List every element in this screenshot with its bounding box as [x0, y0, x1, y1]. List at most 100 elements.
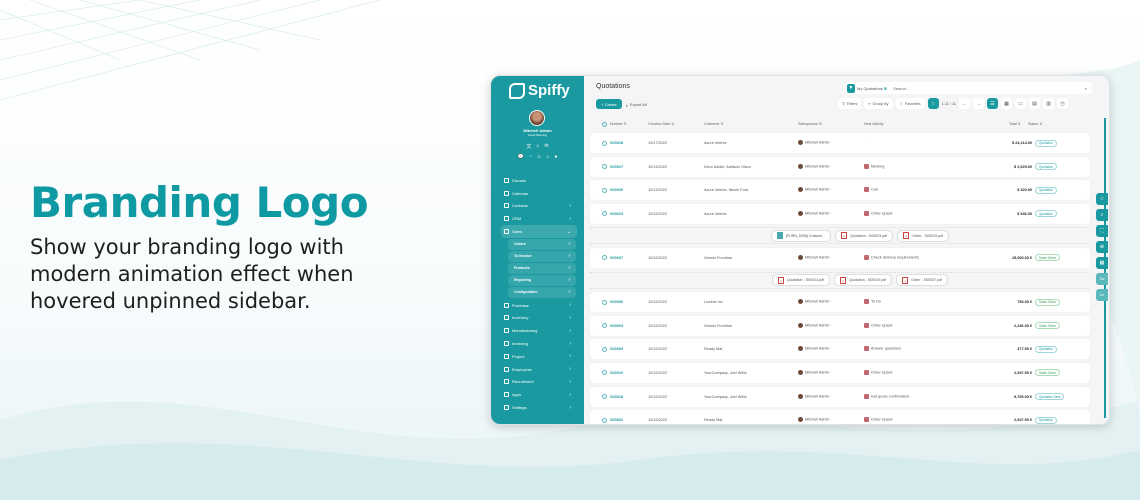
- attachment[interactable]: ⅄ Order - S00015.pdf: [897, 229, 950, 242]
- table-row[interactable]: S00018 10/12/2022 YourCompany, Joel Will…: [590, 386, 1090, 407]
- sidebar-item-purchase[interactable]: Purchase ›: [501, 299, 577, 312]
- sidebar-sub-to-invoice[interactable]: To invoice ›: [508, 250, 576, 262]
- sidebar-item-sales[interactable]: Sales ⌄: [501, 225, 577, 238]
- refresh-icon[interactable]: ○: [927, 98, 939, 109]
- column-total[interactable]: Total ⇅: [1009, 122, 1021, 126]
- translate-icon[interactable]: 文: [526, 144, 532, 150]
- attachment[interactable]: ⅄ Quotation - S00010.pdf: [834, 274, 893, 287]
- row-checkbox[interactable]: [602, 417, 607, 423]
- sidebar-item-contacts[interactable]: Contacts ›: [501, 200, 577, 213]
- star-icon[interactable]: ☆: [1096, 193, 1108, 205]
- fullscreen-icon[interactable]: ⛶: [1096, 225, 1108, 237]
- sidebar-item-recruitment[interactable]: Recruitment ›: [501, 376, 577, 389]
- facet-remove-icon[interactable]: ✖: [883, 85, 888, 91]
- facet-my-quotations[interactable]: My Quotations: [857, 85, 883, 91]
- select-all-checkbox[interactable]: [602, 122, 607, 127]
- order-number[interactable]: S00019: [610, 370, 624, 375]
- order-number[interactable]: S00004: [610, 323, 624, 328]
- table-row[interactable]: S00026 10/13/2022 Azure Interior, Nicole…: [590, 180, 1090, 201]
- activity-view-icon[interactable]: ◷: [1057, 98, 1068, 109]
- sidebar-item-inventory[interactable]: Inventory ›: [501, 312, 577, 325]
- sidebar-item-invoicing[interactable]: Invoicing ›: [501, 337, 577, 350]
- sidebar-item-crm[interactable]: CRM ›: [501, 212, 577, 225]
- table-row[interactable]: S00002 10/12/2022 Ready Mat Mitchell Adm…: [590, 410, 1090, 424]
- sidebar-item-settings[interactable]: Settings ›: [501, 401, 577, 414]
- order-number[interactable]: S00023: [610, 211, 624, 216]
- activity-icon[interactable]: ◔: [528, 154, 532, 160]
- search-input[interactable]: Search...: [893, 85, 910, 91]
- table-row[interactable]: S00028 10/17/2022 Azure Interior Mitchel…: [590, 133, 1090, 153]
- row-checkbox[interactable]: [602, 346, 607, 352]
- row-checkbox[interactable]: [602, 164, 607, 170]
- kanban-view-icon[interactable]: ▦: [1001, 98, 1012, 109]
- order-number[interactable]: S00028: [610, 141, 624, 145]
- attachment[interactable]: ⅄ Quotation - S00023.pdf: [835, 229, 894, 242]
- attachment[interactable]: ⅄ Order - S00007.pdf: [896, 274, 949, 287]
- order-number[interactable]: S00002: [610, 418, 624, 423]
- search-icon[interactable]: ⌕: [1096, 209, 1108, 221]
- row-checkbox[interactable]: [602, 187, 607, 193]
- order-number[interactable]: S00018: [610, 394, 624, 399]
- create-button[interactable]: + Create: [596, 99, 622, 109]
- bulb-icon[interactable]: ●: [554, 154, 558, 160]
- next-activity[interactable]: Meeting: [864, 163, 885, 169]
- table-row[interactable]: S00007 10/12/2022 Gemini Furniture Mitch…: [590, 247, 1090, 268]
- gift-icon[interactable]: ♨: [536, 154, 542, 160]
- sidebar-sub-reporting[interactable]: Reporting ›: [508, 274, 576, 286]
- next-activity[interactable]: Order Upsell: [864, 417, 892, 423]
- next-activity[interactable]: Call: [864, 187, 878, 193]
- filters-button[interactable]: ▽ Filters: [838, 98, 862, 109]
- export-all-button[interactable]: ⤓ Export All: [626, 99, 647, 109]
- zoom-icon[interactable]: ⊕: [1096, 241, 1108, 253]
- mail-icon[interactable]: ✉: [544, 143, 549, 149]
- order-number[interactable]: S00027: [610, 164, 624, 169]
- sidebar-sub-products[interactable]: Products ›: [508, 262, 576, 274]
- sidebar-item-employees[interactable]: Employees ›: [501, 363, 577, 376]
- next-activity[interactable]: To Do: [864, 299, 881, 305]
- column-next-activity[interactable]: Next Activity: [864, 122, 884, 126]
- calendar-view-icon[interactable]: ▭: [1015, 98, 1026, 109]
- next-activity[interactable]: Get quote confirmation: [864, 393, 909, 399]
- table-row[interactable]: S00006 10/12/2022 Lumber Inc Mitchell Ad…: [590, 292, 1090, 313]
- pager-value[interactable]: 1-11 / 11: [941, 101, 956, 106]
- row-checkbox[interactable]: [602, 140, 607, 146]
- next-page-icon[interactable]: →: [973, 98, 984, 109]
- search-icon[interactable]: ⌕: [1084, 85, 1087, 91]
- graph-view-icon[interactable]: ▥: [1043, 98, 1054, 109]
- row-checkbox[interactable]: [602, 323, 607, 329]
- column-number[interactable]: Number ⇅: [610, 122, 627, 126]
- next-activity[interactable]: Order Upsell: [864, 210, 892, 216]
- sidebar-item-discuss[interactable]: Discuss: [501, 174, 577, 187]
- brand-logo[interactable]: Spiffy: [509, 82, 570, 99]
- sidebar-item-project[interactable]: Project ›: [501, 350, 577, 363]
- side-button-sw[interactable]: Sw: [1096, 273, 1108, 285]
- attachment[interactable]: [FURN_0096] Customi...: [770, 229, 832, 242]
- table-row[interactable]: S00003 10/12/2022 Ready Mat Mitchell Adm…: [590, 339, 1090, 360]
- sidebar-item-apps[interactable]: Apps ›: [501, 388, 577, 401]
- prev-page-icon[interactable]: ←: [959, 98, 970, 109]
- lock-icon[interactable]: ⌂: [536, 143, 540, 149]
- table-row[interactable]: S00027 10/13/2022 Deco Addict, Addison O…: [590, 156, 1090, 177]
- favorites-button[interactable]: ☆ Favorites: [895, 98, 925, 109]
- row-checkbox[interactable]: [602, 211, 607, 217]
- group-by-button[interactable]: ≡ Group By: [864, 98, 893, 109]
- sidebar-sub-configuration[interactable]: Configuration ›: [508, 286, 576, 298]
- next-activity[interactable]: Order Upsell: [864, 322, 892, 328]
- next-activity[interactable]: Order Upsell: [864, 369, 892, 375]
- column-status[interactable]: Status ⇅: [1028, 122, 1043, 126]
- next-activity[interactable]: Answer questions: [864, 346, 901, 352]
- order-number[interactable]: S00006: [610, 300, 624, 305]
- row-checkbox[interactable]: [602, 255, 607, 261]
- next-activity[interactable]: ◌: [864, 140, 866, 144]
- attachment[interactable]: ⅄ Quotation - S00023.pdf: [771, 274, 831, 287]
- row-checkbox[interactable]: [602, 394, 607, 400]
- sidebar-sub-orders[interactable]: Orders ›: [508, 238, 576, 250]
- table-row[interactable]: S00019 10/12/2022 YourCompany, Joel Will…: [590, 362, 1090, 383]
- order-number[interactable]: S00007: [610, 255, 624, 260]
- pivot-view-icon[interactable]: ▤: [1029, 98, 1040, 109]
- search-bar[interactable]: ▼ My Quotations ✖ Search... ⌕: [846, 82, 1092, 94]
- list-view-icon[interactable]: ☰: [987, 98, 998, 109]
- side-button-le[interactable]: Le: [1096, 289, 1108, 301]
- order-number[interactable]: S00003: [610, 347, 624, 352]
- row-checkbox[interactable]: [602, 370, 607, 376]
